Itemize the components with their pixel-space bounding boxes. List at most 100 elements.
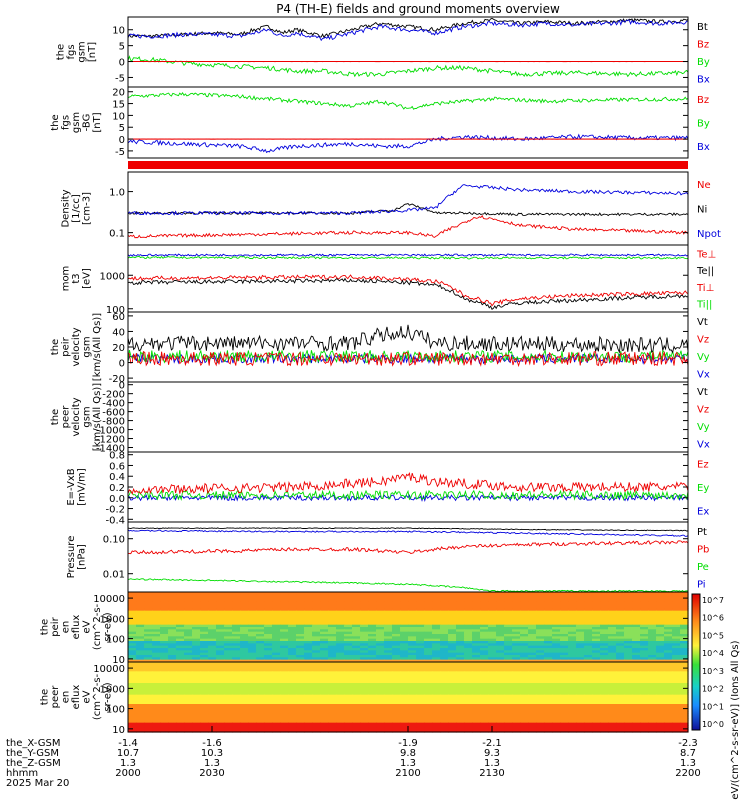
heatmap-cell (240, 692, 249, 696)
heatmap-cell (608, 620, 617, 623)
heatmap-cell (464, 594, 473, 598)
heatmap-cell (672, 594, 681, 598)
heatmap-cell (592, 652, 601, 656)
heatmap-cell (168, 643, 177, 647)
heatmap-cell (176, 699, 185, 703)
heatmap-cell (512, 711, 521, 714)
heatmap-cell (576, 610, 585, 614)
heatmap-cell (464, 669, 473, 672)
heatmap-cell (536, 608, 545, 612)
heatmap-cell (592, 669, 601, 672)
heatmap-cell (504, 601, 513, 605)
heatmap-cell (496, 678, 505, 682)
heatmap-cell (448, 701, 457, 705)
legend-Ti⊥: Ti⊥ (696, 283, 714, 294)
heatmap-cell (280, 659, 289, 663)
heatmap-cell (224, 652, 233, 656)
heatmap-cell (192, 657, 201, 661)
heatmap-cell (640, 643, 649, 647)
heatmap-cell (536, 603, 545, 607)
heatmap-cell (488, 711, 497, 714)
heatmap-cell (480, 680, 489, 684)
heatmap-cell (624, 645, 633, 649)
heatmap-cell (296, 706, 305, 710)
heatmap-cell (496, 708, 505, 712)
heatmap-cell (672, 706, 681, 710)
heatmap-cell (392, 643, 401, 647)
heatmap-cell (520, 655, 529, 658)
heatmap-cell (408, 636, 417, 640)
heatmap-cell (536, 729, 545, 733)
series-Pt (127, 527, 689, 532)
heatmap-cell (472, 673, 481, 677)
heatmap-cell (408, 690, 417, 693)
heatmap-cell (320, 720, 329, 724)
heatmap-cell (192, 659, 201, 663)
heatmap-cell (192, 683, 201, 686)
heatmap-cell (520, 711, 529, 714)
heatmap-cell (232, 596, 241, 600)
heatmap-cell (496, 643, 505, 647)
heatmap-cell (368, 655, 377, 658)
heatmap-cell (368, 617, 377, 621)
heatmap-cell (624, 629, 633, 633)
heatmap-cell (384, 715, 393, 719)
heatmap-cell (640, 687, 649, 691)
heatmap-cell (496, 613, 505, 616)
heatmap-cell (320, 592, 329, 595)
heatmap-cell (200, 687, 209, 691)
heatmap-cell (416, 715, 425, 719)
heatmap-cell (608, 701, 617, 705)
heatmap-cell (368, 699, 377, 703)
heatmap-cell (560, 638, 569, 642)
heatmap-cell (352, 715, 361, 719)
heatmap-cell (360, 648, 369, 651)
heatmap-cell (672, 655, 681, 658)
heatmap-cell (232, 676, 241, 679)
heatmap-cell (440, 720, 449, 724)
heatmap-cell (224, 631, 233, 635)
series-Ti|| (127, 277, 688, 310)
heatmap-cell (560, 631, 569, 635)
heatmap-cell (232, 592, 241, 595)
heatmap-cell (568, 641, 577, 644)
heatmap-cell (232, 655, 241, 658)
heatmap-cell (304, 690, 313, 693)
heatmap-cell (664, 676, 673, 679)
heatmap-cell (160, 711, 169, 714)
heatmap-cell (512, 599, 521, 602)
heatmap-cell (272, 685, 281, 689)
heatmap-cell (184, 666, 193, 670)
heatmap-cell (664, 715, 673, 719)
heatmap-cell (256, 613, 265, 616)
heatmap-cell (160, 657, 169, 661)
heatmap-cell (240, 596, 249, 600)
heatmap-cell (408, 596, 417, 600)
heatmap-cell (128, 711, 137, 714)
heatmap-cell (384, 643, 393, 647)
heatmap-cell (648, 599, 657, 602)
heatmap-cell (560, 636, 569, 640)
heatmap-cell (616, 608, 625, 612)
heatmap-cell (136, 627, 145, 630)
heatmap-cell (448, 650, 457, 654)
heatmap-cell (256, 662, 265, 665)
heatmap-cell (616, 722, 625, 726)
heatmap-cell (576, 624, 585, 628)
heatmap-cell (192, 664, 201, 668)
heatmap-cell (304, 669, 313, 672)
heatmap-cell (384, 690, 393, 693)
heatmap-cell (600, 669, 609, 672)
heatmap-cell (160, 615, 169, 619)
heatmap-cell (480, 634, 489, 637)
heatmap-cell (568, 683, 577, 686)
heatmap-cell (176, 599, 185, 602)
heatmap-cell (288, 662, 297, 665)
series-Npot (127, 184, 689, 216)
heatmap-cell (240, 615, 249, 619)
heatmap-cell (160, 715, 169, 719)
heatmap-cell (144, 711, 153, 714)
heatmap-cell (672, 592, 681, 595)
x-tick-label: 1.3 (120, 758, 136, 769)
heatmap-cell (160, 727, 169, 731)
